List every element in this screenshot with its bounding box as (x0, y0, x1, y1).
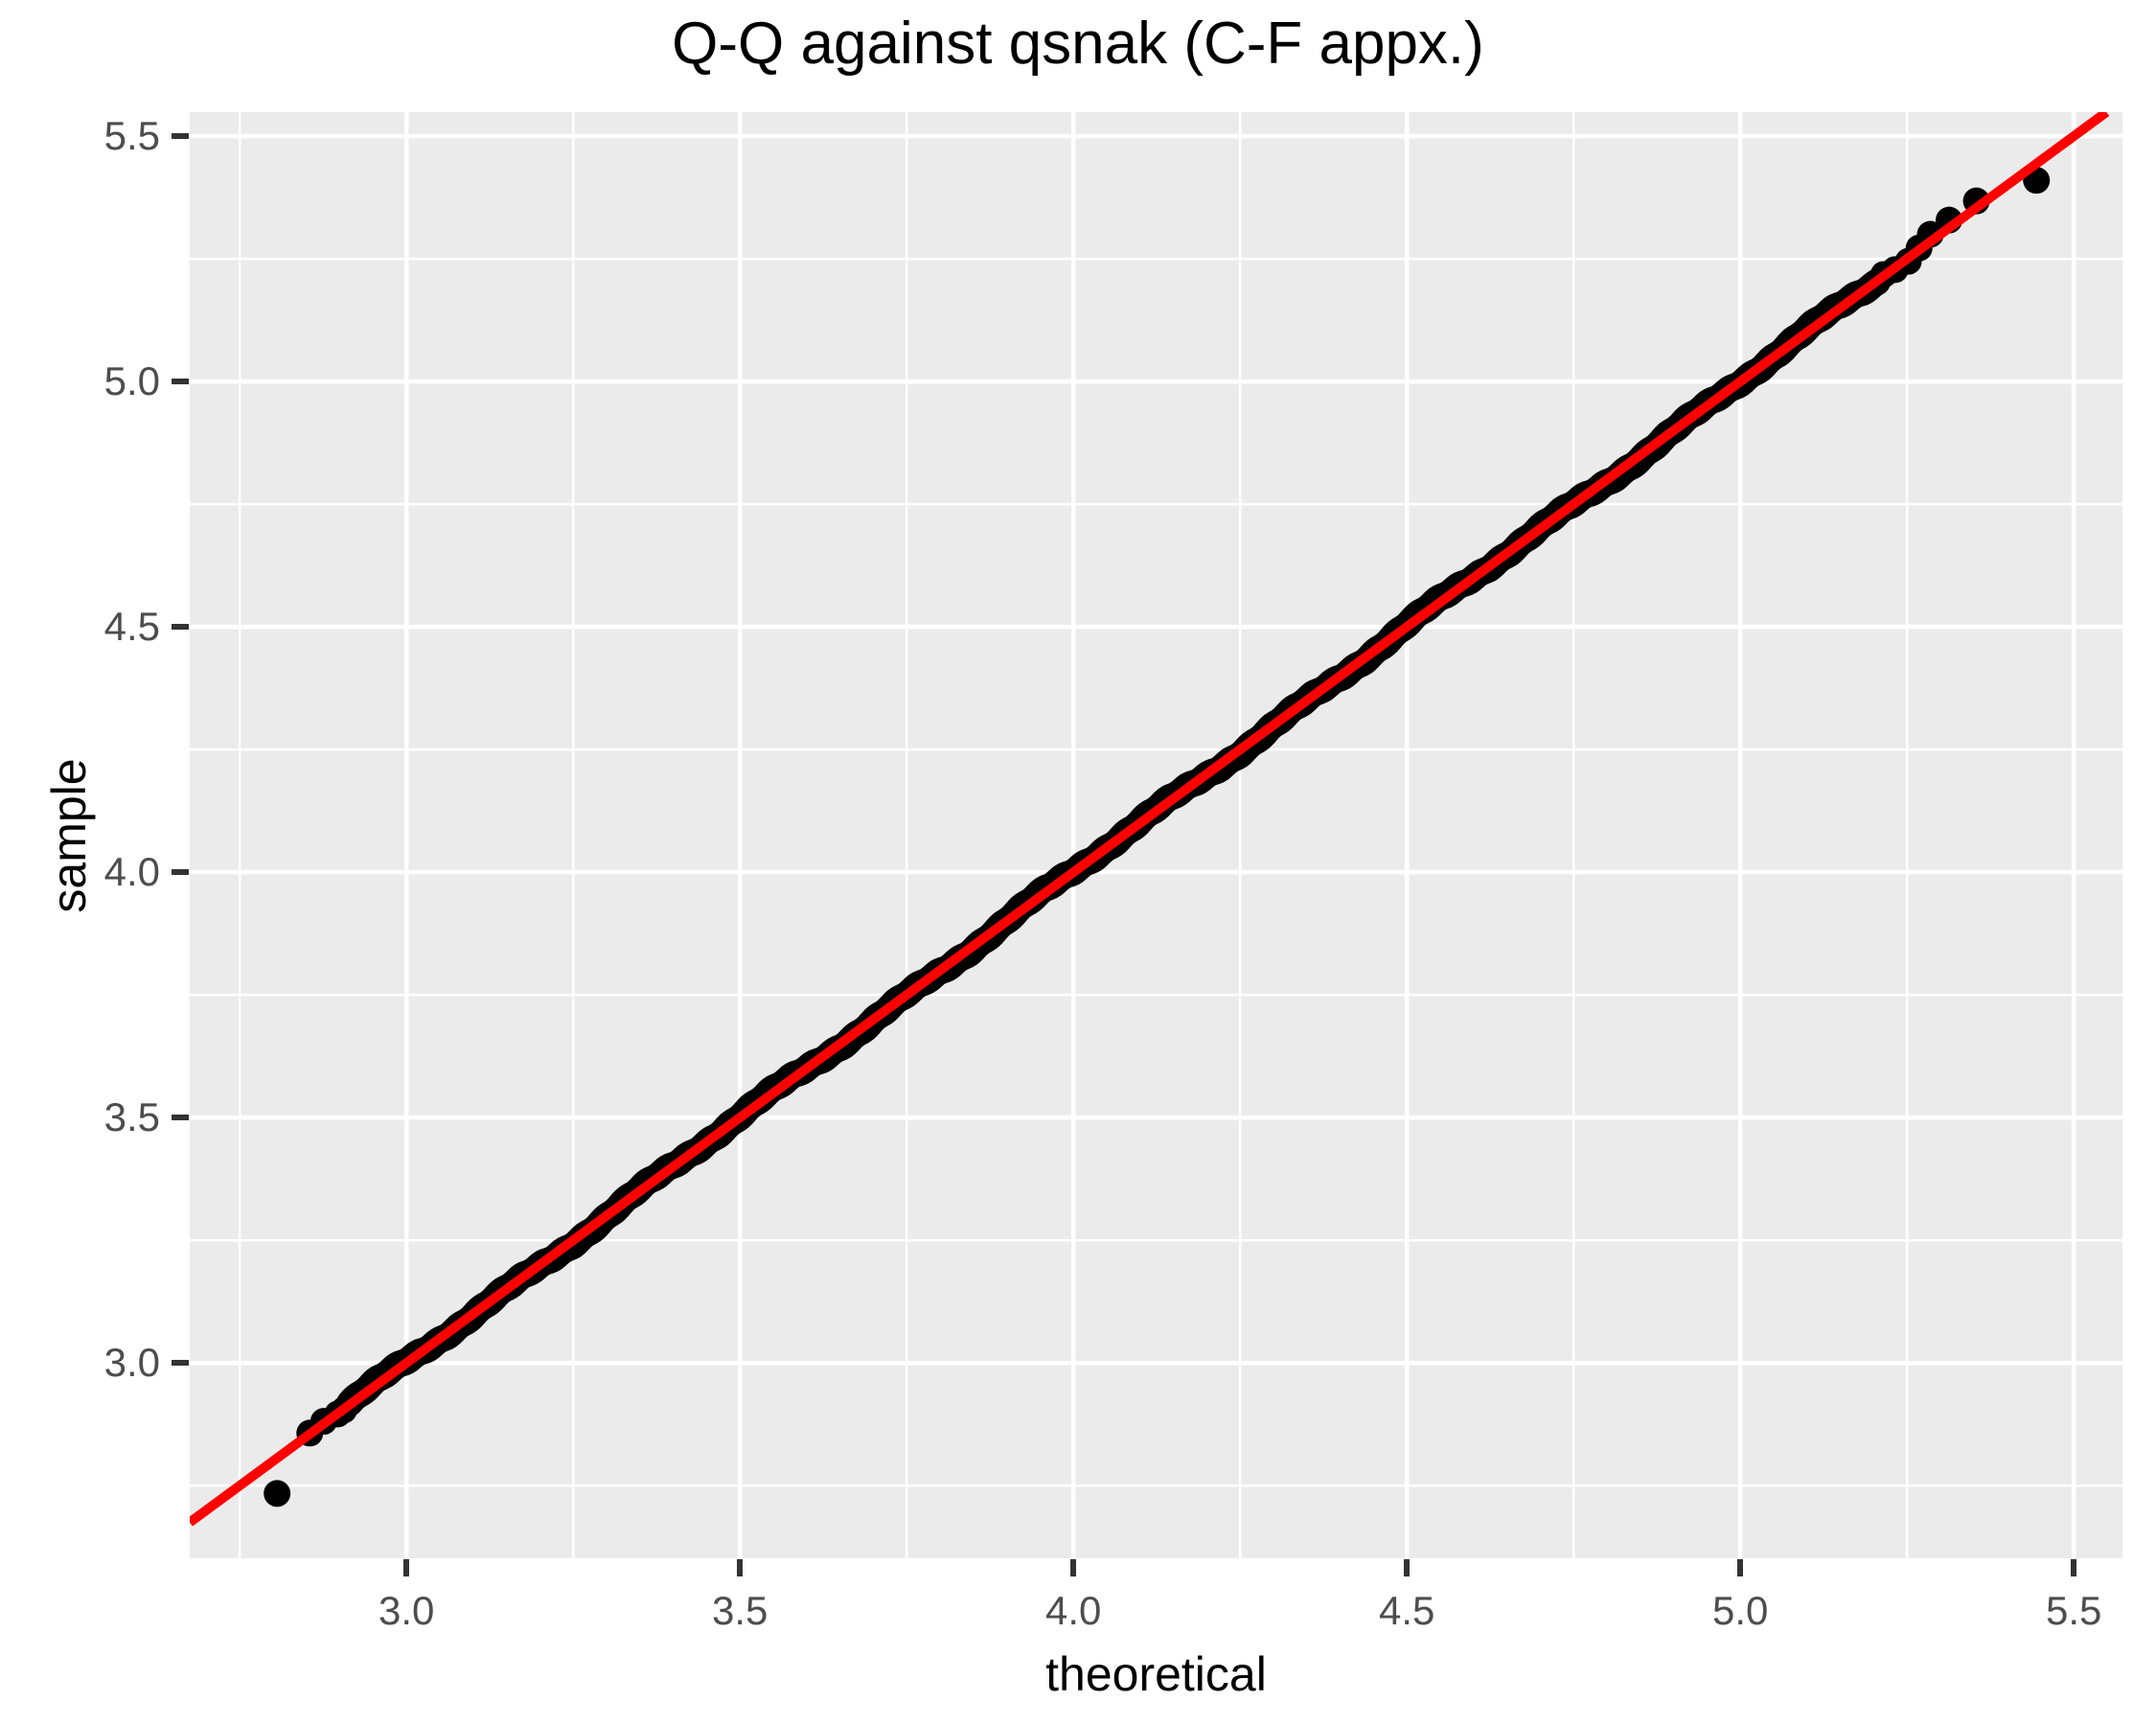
plot-title: Q-Q against qsnak (C-F appx.) (672, 11, 1484, 77)
y-tick-label: 3.0 (103, 1340, 160, 1386)
major-gridlines (190, 112, 2122, 1558)
y-tick-mark (172, 1115, 189, 1121)
y-tick-label: 3.5 (103, 1094, 160, 1140)
y-tick-label: 4.0 (103, 849, 160, 895)
x-tick-label: 5.5 (2045, 1588, 2102, 1633)
x-tick-label: 4.0 (1044, 1588, 1102, 1633)
x-tick-label: 4.5 (1378, 1588, 1435, 1633)
x-tick-label: 3.5 (711, 1588, 768, 1633)
x-tick-mark (1070, 1559, 1077, 1576)
x-axis-title: theoretical (1045, 1647, 1267, 1701)
y-tick-label: 5.0 (103, 358, 160, 404)
minor-gridlines (190, 112, 2122, 1558)
qq-plot-svg (190, 112, 2122, 1558)
x-tick-label: 5.0 (1711, 1588, 1769, 1633)
x-tick-mark (403, 1559, 410, 1576)
y-tick-mark (172, 624, 189, 631)
x-tick-mark (2071, 1559, 2077, 1576)
y-tick-mark (172, 133, 189, 140)
x-tick-label: 3.0 (378, 1588, 435, 1633)
y-tick-mark (172, 379, 189, 385)
y-tick-mark (172, 869, 189, 876)
plot-panel (190, 112, 2122, 1558)
x-tick-mark (737, 1559, 744, 1576)
y-tick-label: 4.5 (103, 604, 160, 650)
y-tick-mark (172, 1360, 189, 1367)
qq-points (264, 167, 2051, 1507)
reference-line (190, 112, 2110, 1527)
x-tick-mark (1737, 1559, 1744, 1576)
x-tick-mark (1404, 1559, 1411, 1576)
y-tick-label: 5.5 (103, 113, 160, 159)
